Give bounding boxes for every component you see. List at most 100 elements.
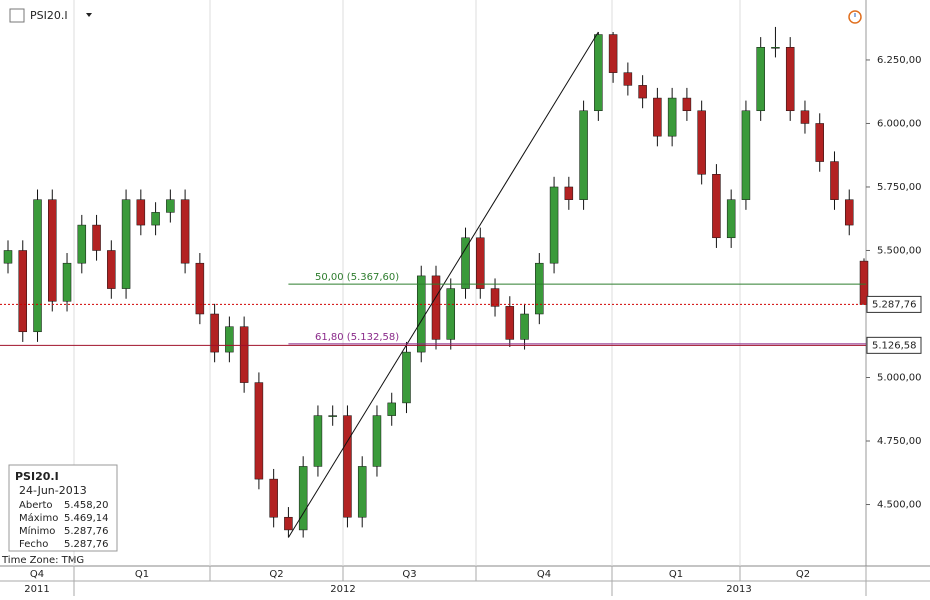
quarter-label: Q3 (402, 569, 416, 580)
candle-body (800, 110, 810, 124)
info-field: Fecho (19, 539, 48, 550)
candle-body (269, 478, 278, 518)
candle-body (564, 186, 574, 200)
candle-body (446, 288, 456, 340)
year-label: 2012 (330, 584, 355, 595)
candle-body (594, 34, 603, 112)
candle-body (726, 199, 736, 239)
candle-body (136, 199, 146, 226)
dropdown-arrow[interactable] (86, 13, 92, 17)
y-tick-label: 4.750,00 (877, 436, 922, 447)
info-frame (8, 464, 118, 552)
price-tag-label: 5.126,58 (872, 340, 917, 351)
candle-body (3, 250, 13, 264)
candle-body (372, 415, 382, 467)
candle-body (328, 415, 337, 417)
candle-body (712, 174, 721, 239)
quarter-label: Q1 (669, 569, 683, 580)
candle-body (313, 415, 323, 467)
info-field: Máximo (19, 512, 58, 524)
candle-body (431, 275, 441, 340)
candle-body (77, 224, 87, 264)
candle-body (535, 262, 544, 315)
info-value: 5.458,20 (64, 500, 109, 511)
candle-body (254, 382, 264, 480)
candle-body (461, 237, 470, 289)
candle-body (771, 47, 780, 49)
candle-body (48, 199, 57, 302)
candle-body (741, 110, 751, 200)
info-symbol: PSI20.I (15, 470, 59, 483)
y-tick-label: 5.000,00 (877, 373, 922, 384)
fib-label: 61,80 (5.132,58) (315, 332, 399, 343)
y-tick-label: 4.500,00 (877, 500, 922, 511)
candle-body (505, 306, 515, 340)
fib-label: 50,00 (5.367,60) (315, 272, 399, 283)
candle-body (180, 199, 190, 264)
info-field: Mínimo (19, 525, 55, 537)
trend-line (287, 31, 599, 538)
candle-body (682, 97, 692, 112)
info-box: PSI20.I 24-Jun-2013 Aberto 5.458,20 Máximo… (8, 464, 118, 552)
candle-body (638, 85, 647, 99)
price-tag-label: 5.287,76 (872, 299, 917, 310)
symbol[interactable]: PSI20.I (30, 9, 68, 22)
candle-body (210, 313, 219, 353)
candle-body (416, 275, 426, 353)
symbol-icon[interactable] (9, 8, 25, 23)
candle-body (476, 237, 485, 289)
y-tick-label: 6.000,00 (877, 118, 922, 129)
candle-body (239, 326, 249, 383)
candle-body (18, 250, 28, 333)
candle-body (402, 351, 411, 404)
candle-body (195, 262, 205, 315)
y-tick-label: 5.750,00 (877, 182, 922, 193)
candle-body (549, 186, 559, 264)
quarter-label: Q1 (135, 569, 149, 580)
candle-body (121, 199, 131, 289)
candle-body (490, 288, 500, 307)
candle-body (653, 97, 662, 137)
candle-body (62, 262, 72, 302)
candle-body (298, 466, 308, 531)
candle-body (225, 326, 234, 353)
candle-body (107, 250, 116, 289)
candle-body (33, 199, 42, 333)
candle-body (166, 199, 175, 213)
candle-body (357, 466, 367, 518)
candle-body (284, 516, 293, 531)
info-value: 5.287,76 (64, 539, 109, 550)
quarter-label: Q2 (796, 569, 810, 580)
y-tick-label: 5.500,00 (877, 245, 922, 256)
candle-body (844, 199, 854, 226)
candle-body (92, 224, 101, 251)
candle-body (343, 415, 352, 518)
candle-body (815, 123, 824, 162)
info-date: 24-Jun-2013 (19, 484, 87, 497)
candle-body (830, 161, 839, 200)
quarter-label: Q4 (30, 569, 44, 580)
timezone: Time Zone: TMG (1, 555, 84, 566)
y-tick-label: 6.250,00 (877, 55, 922, 66)
candle-body (785, 47, 795, 112)
candle-body (151, 212, 160, 226)
quarter-label: Q4 (537, 569, 551, 580)
candle-body (623, 72, 633, 86)
candle-body (756, 47, 765, 112)
candle-body (667, 97, 677, 137)
candle-body (520, 313, 529, 340)
candle-body (387, 402, 396, 416)
year-label: 2011 (24, 584, 49, 595)
info-value: 5.469,14 (64, 513, 109, 524)
candle-body (579, 110, 588, 200)
candle-body (608, 34, 618, 73)
year-label: 2013 (726, 584, 751, 595)
info-value: 5.287,76 (64, 526, 109, 537)
price-tag (866, 295, 922, 313)
candle-body (697, 110, 706, 175)
price-tag (866, 336, 922, 354)
info-field: Aberto (19, 500, 53, 511)
quarter-label: Q2 (269, 569, 283, 580)
